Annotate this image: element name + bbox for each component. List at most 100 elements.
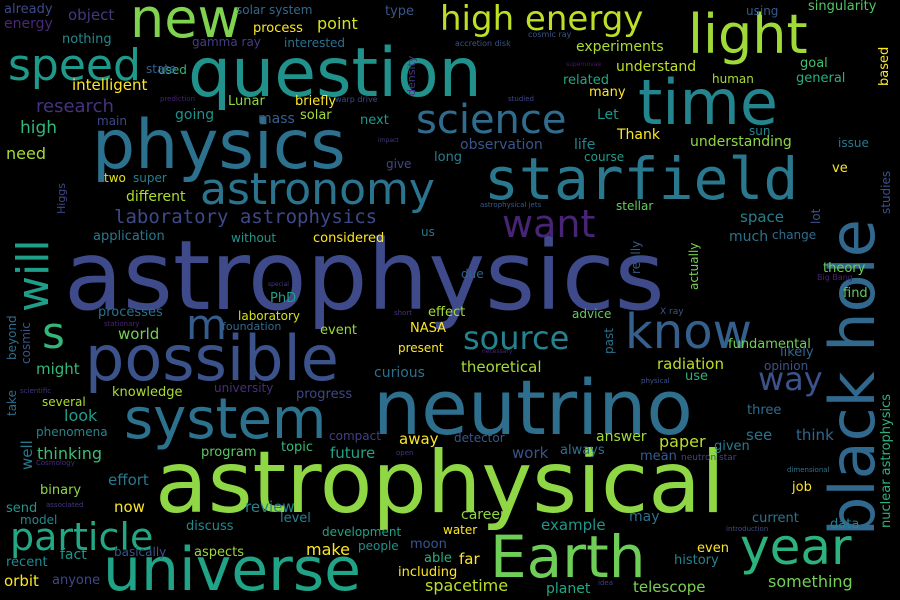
cloud-word: application	[93, 229, 165, 244]
cloud-word: likely	[780, 345, 814, 360]
cloud-word: course	[584, 150, 625, 164]
cloud-word: level	[280, 511, 311, 526]
cloud-word: laboratory	[238, 309, 301, 323]
cloud-word: able	[424, 551, 452, 566]
cloud-word: find	[843, 286, 868, 301]
cloud-word: point	[317, 14, 358, 33]
cloud-word: accretion disk	[455, 39, 511, 48]
cloud-word: orbit	[4, 572, 39, 590]
cloud-word: understanding	[690, 134, 792, 150]
cloud-word: universe	[103, 535, 361, 600]
cloud-word: see	[746, 426, 773, 444]
cloud-word: scientific	[20, 387, 52, 395]
cloud-word: system	[124, 387, 327, 452]
cloud-word: advice	[572, 307, 612, 321]
cloud-word: question	[188, 34, 482, 113]
cloud-word: Big Bang	[817, 273, 853, 282]
cloud-word: type	[385, 4, 415, 19]
cloud-word: nuclear astrophysics	[879, 393, 894, 528]
cloud-word: discuss	[186, 519, 234, 534]
cloud-word: gamma ray	[192, 35, 261, 49]
cloud-word: look	[64, 406, 98, 425]
cloud-word: using	[746, 4, 779, 18]
cloud-word: well	[18, 440, 36, 470]
cloud-word: interested	[284, 36, 346, 50]
cloud-word: m	[186, 300, 227, 349]
cloud-word: considered	[313, 231, 385, 246]
cloud-word: really	[629, 240, 643, 274]
cloud-word: already	[4, 2, 53, 17]
cloud-word: different	[126, 189, 186, 205]
cloud-word: mass	[258, 111, 295, 127]
cloud-word: intelligent	[72, 76, 148, 94]
cloud-word: high	[20, 118, 58, 138]
cloud-word: lot	[809, 208, 823, 224]
cloud-word: due	[461, 267, 484, 281]
cloud-word: paper	[659, 432, 706, 451]
cloud-word: progress	[296, 387, 353, 402]
cloud-word: effort	[108, 471, 149, 489]
cloud-word: theory	[823, 261, 866, 276]
cloud-word: energy	[4, 16, 53, 32]
cloud-word: without	[231, 231, 277, 245]
cloud-word: want	[502, 202, 596, 246]
cloud-word: might	[36, 360, 80, 378]
cloud-word: cosmic ray	[528, 30, 572, 39]
cloud-word: impact	[378, 137, 399, 144]
cloud-word: including	[398, 565, 458, 580]
cloud-word: moon	[410, 537, 447, 552]
cloud-word: idea	[598, 579, 613, 587]
cloud-word: always	[560, 443, 605, 458]
cloud-word: curious	[374, 365, 425, 381]
cloud-word: Cosmology	[36, 459, 75, 467]
cloud-word: object	[68, 6, 115, 24]
cloud-word: make	[306, 540, 350, 559]
cloud-word: stationary	[104, 320, 140, 328]
cloud-word: briefly	[295, 94, 337, 109]
cloud-word: telescope	[633, 578, 706, 596]
cloud-word: development	[322, 525, 402, 539]
cloud-word: issue	[838, 136, 869, 150]
cloud-word: astronomy	[200, 164, 435, 215]
cloud-word: high energy	[440, 0, 644, 39]
cloud-word: spacetime	[425, 576, 509, 595]
cloud-word: dimensional	[787, 466, 830, 474]
cloud-word: far	[459, 550, 480, 568]
cloud-word: new	[130, 0, 242, 50]
cloud-word: physical	[641, 377, 670, 385]
cloud-word: nothing	[62, 32, 112, 47]
cloud-word: beyond	[5, 315, 19, 360]
cloud-word: state	[146, 62, 177, 76]
cloud-word: phenomena	[36, 425, 108, 439]
cloud-word: life	[574, 137, 596, 153]
cloud-word: past	[602, 328, 616, 354]
cloud-word: detector	[454, 431, 505, 445]
cloud-word: associated	[46, 501, 84, 509]
cloud-word: use	[685, 369, 709, 384]
cloud-word: time	[638, 66, 779, 139]
cloud-word: fundamental	[728, 337, 811, 352]
cloud-word: present	[398, 341, 444, 355]
cloud-word: studies	[879, 170, 893, 214]
cloud-word: may	[629, 509, 660, 525]
cloud-word: process	[253, 21, 303, 36]
cloud-word: world	[118, 325, 160, 343]
cloud-word: effect	[428, 305, 466, 320]
cloud-word: planet	[546, 581, 591, 597]
cloud-word: X ray	[660, 307, 684, 317]
cloud-word: data	[830, 517, 860, 532]
cloud-word: year	[740, 518, 852, 576]
cloud-word: us	[421, 225, 435, 239]
cloud-word: actually	[687, 242, 701, 290]
cloud-word: thinking	[37, 444, 103, 463]
cloud-word: space	[740, 208, 785, 226]
cloud-word: university	[214, 381, 274, 395]
cloud-word: going	[175, 107, 215, 123]
cloud-word: prediction	[160, 95, 196, 103]
cloud-word: foundation	[222, 320, 282, 333]
cloud-word: something	[768, 572, 853, 591]
cloud-word: research	[36, 96, 114, 117]
cloud-word: main	[97, 114, 127, 128]
cloud-word: speed	[8, 40, 141, 91]
